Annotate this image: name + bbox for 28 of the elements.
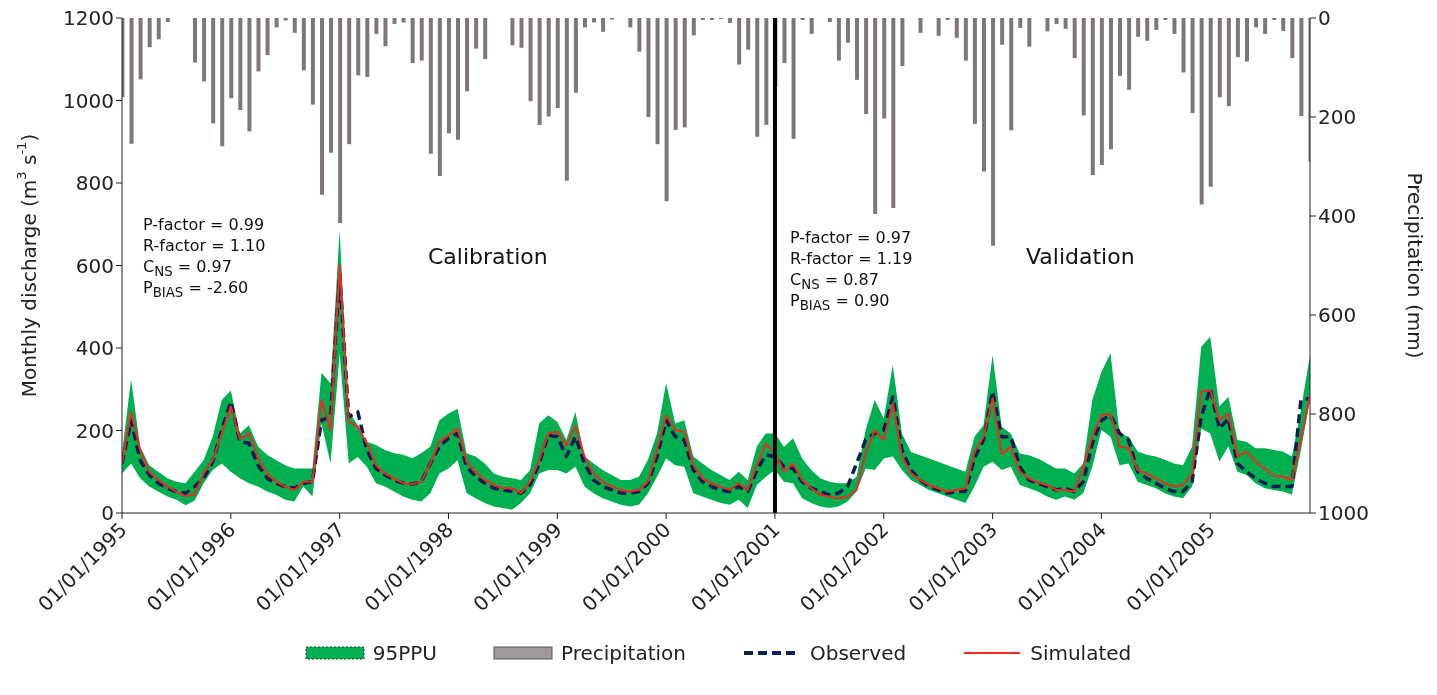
legend-label: Precipitation (560, 641, 686, 665)
annotation: C$_{NS}$ = 0.97 (143, 257, 232, 280)
annotation: P-factor = 0.99 (143, 215, 265, 234)
y2-tick-label: 800 (1318, 402, 1357, 427)
y-tick-label: 1000 (63, 88, 114, 113)
annotation: R-factor = 1.10 (143, 236, 266, 255)
annotation: Calibration (428, 244, 548, 269)
y2-tick-label: 400 (1318, 204, 1357, 229)
annotation: R-factor = 1.19 (790, 249, 913, 268)
y2-tick-label: 0 (1318, 6, 1331, 31)
legend-label: Simulated (1030, 641, 1132, 665)
y2-tick-label: 600 (1318, 303, 1357, 328)
legend-label: Observed (809, 641, 907, 665)
y-tick-label: 200 (75, 418, 114, 443)
y-tick-label: 400 (75, 336, 114, 361)
y2-tick-label: 200 (1318, 105, 1357, 130)
y-tick-label: 800 (75, 171, 114, 196)
y-tick-label: 0 (101, 501, 114, 526)
annotation: C$_{NS}$ = 0.87 (790, 270, 879, 293)
y-tick-label: 600 (75, 253, 114, 278)
y2-tick-label: 1000 (1318, 501, 1369, 526)
annotation: P-factor = 0.97 (790, 228, 912, 247)
y-tick-label: 1200 (63, 6, 114, 31)
y2-axis-title: Precipitation (mm) (1403, 172, 1428, 359)
annotation: P$_{BIAS}$ = 0.90 (790, 291, 890, 314)
annotation: Validation (1026, 244, 1135, 269)
text: 95PPU (372, 641, 437, 665)
annotation: P$_{BIAS}$ = -2.60 (143, 278, 249, 301)
